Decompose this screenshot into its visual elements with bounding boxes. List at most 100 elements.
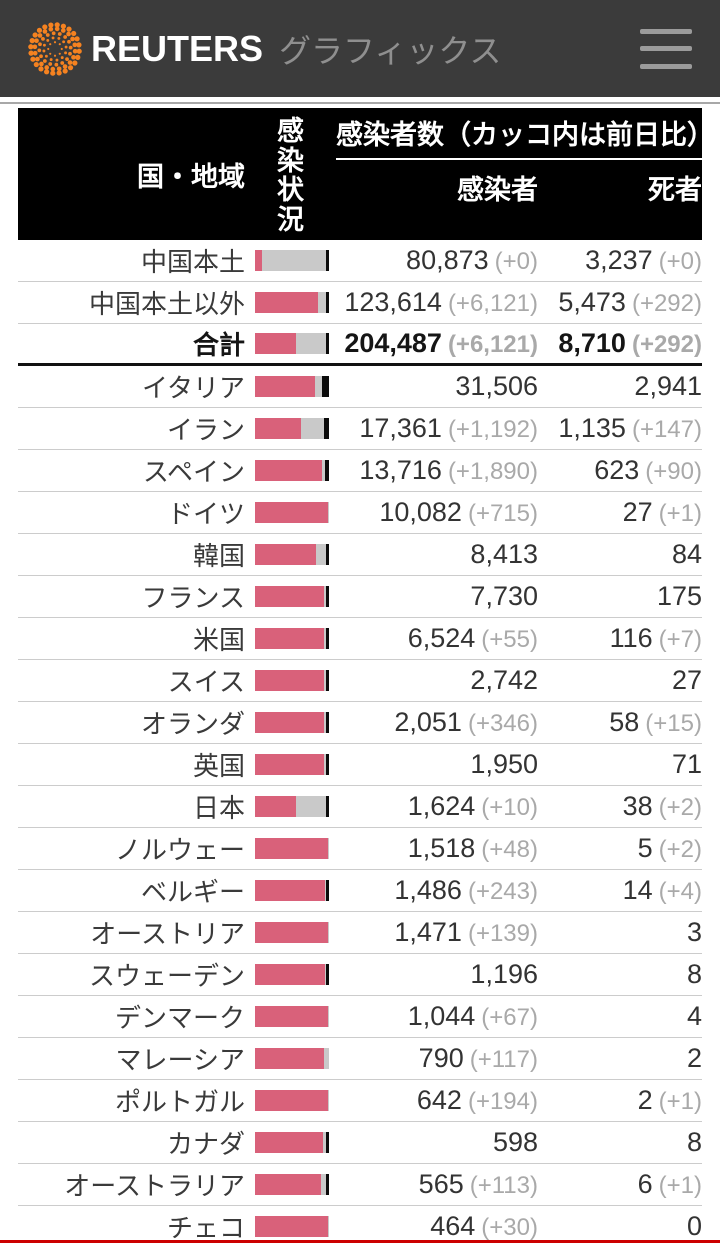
status-bar-active-segment bbox=[255, 796, 296, 817]
infected-cell: 464 (+30) bbox=[329, 1211, 538, 1242]
hamburger-bar bbox=[640, 28, 692, 34]
infected-count: 1,518 bbox=[407, 833, 476, 863]
infected-delta: (+48) bbox=[481, 836, 538, 863]
country-label: スペイン bbox=[142, 457, 245, 487]
table-row: オーストリア 1,471 (+139) 3 bbox=[18, 912, 702, 954]
table-row: ベルギー 1,486 (+243) 14 (+4) bbox=[18, 870, 702, 912]
deaths-delta: (+4) bbox=[658, 878, 702, 905]
status-bar-recovered-segment bbox=[323, 1132, 326, 1153]
deaths-count: 27 bbox=[622, 497, 653, 527]
infected-count: 598 bbox=[492, 1127, 538, 1157]
infected-cell: 1,044 (+67) bbox=[329, 1001, 538, 1032]
status-bar-cell bbox=[245, 292, 329, 313]
infected-count: 123,614 bbox=[344, 287, 442, 317]
status-bar-cell bbox=[245, 460, 329, 481]
deaths-cell: 38 (+2) bbox=[538, 791, 702, 822]
status-bar-active-segment bbox=[255, 1006, 329, 1027]
deaths-count: 116 bbox=[609, 623, 653, 653]
table-row: チェコ 464 (+30) 0 bbox=[18, 1206, 702, 1243]
infected-cell: 204,487 (+6,121) bbox=[329, 328, 538, 359]
hamburger-menu-button[interactable] bbox=[640, 27, 692, 71]
cases-group-rule bbox=[336, 158, 702, 160]
status-bar-cell bbox=[245, 754, 329, 775]
deaths-count: 3 bbox=[686, 917, 702, 947]
status-bar-deaths-segment bbox=[326, 628, 329, 649]
status-bar bbox=[255, 1048, 329, 1069]
status-bar-deaths-segment bbox=[326, 586, 329, 607]
deaths-cell: 8,710 (+292) bbox=[538, 328, 702, 359]
deaths-cell: 5,473 (+292) bbox=[538, 287, 702, 318]
infected-delta: (+139) bbox=[467, 920, 538, 947]
deaths-cell: 2 bbox=[538, 1043, 702, 1074]
infected-count: 642 bbox=[416, 1085, 462, 1115]
status-bar bbox=[255, 502, 329, 523]
country-label: マレーシア bbox=[115, 1045, 245, 1075]
status-bar-recovered-segment bbox=[323, 670, 326, 691]
hamburger-bar bbox=[640, 63, 692, 69]
status-bar bbox=[255, 1090, 329, 1111]
status-bar-cell bbox=[245, 628, 329, 649]
table-row: スペイン 13,716 (+1,890) 623 (+90) bbox=[18, 450, 702, 492]
status-bar bbox=[255, 796, 329, 817]
infected-cell: 598 bbox=[329, 1127, 538, 1158]
table-row: 日本 1,624 (+10) 38 (+2) bbox=[18, 786, 702, 828]
status-bar bbox=[255, 333, 329, 354]
deaths-count: 2 bbox=[686, 1043, 702, 1073]
col-deaths-header: 死者 bbox=[648, 175, 702, 205]
status-bar-deaths-segment bbox=[326, 712, 329, 733]
status-bar-cell bbox=[245, 964, 329, 985]
infected-cell: 642 (+194) bbox=[329, 1085, 538, 1116]
status-bar-deaths-segment bbox=[326, 880, 329, 901]
status-bar-cell bbox=[245, 1216, 329, 1237]
status-bar-active-segment bbox=[255, 880, 325, 901]
deaths-cell: 6 (+1) bbox=[538, 1169, 702, 1200]
cases-group-title: 感染者数（カッコ内は前日比） bbox=[336, 120, 714, 150]
deaths-cell: 623 (+90) bbox=[538, 455, 702, 486]
deaths-count: 2,941 bbox=[634, 371, 702, 401]
country-label: 米国 bbox=[192, 625, 245, 655]
status-bar bbox=[255, 880, 329, 901]
deaths-count: 14 bbox=[622, 875, 653, 905]
infected-count: 204,487 bbox=[344, 328, 442, 358]
infected-delta: (+113) bbox=[469, 1172, 538, 1199]
status-bar-cell bbox=[245, 502, 329, 523]
status-bar bbox=[255, 712, 329, 733]
status-bar-recovered-segment bbox=[323, 586, 326, 607]
infected-delta: (+67) bbox=[481, 1004, 538, 1031]
table-row: ポルトガル 642 (+194) 2 (+1) bbox=[18, 1080, 702, 1122]
brand-wordmark[interactable]: REUTERS bbox=[91, 27, 264, 69]
deaths-cell: 5 (+2) bbox=[538, 833, 702, 864]
status-bar-deaths-segment bbox=[326, 964, 329, 985]
status-bar-recovered-segment bbox=[295, 333, 326, 354]
deaths-delta: (+2) bbox=[658, 794, 702, 821]
table-row: 中国本土以外 123,614 (+6,121) 5,473 (+292) bbox=[18, 282, 702, 324]
status-bar-recovered-segment bbox=[327, 502, 329, 523]
status-bar bbox=[255, 964, 329, 985]
status-bar-cell bbox=[245, 922, 329, 943]
deaths-count: 58 bbox=[609, 707, 640, 737]
deaths-cell: 116 (+7) bbox=[538, 623, 702, 654]
deaths-cell: 84 bbox=[538, 539, 702, 570]
infected-count: 1,486 bbox=[394, 875, 462, 905]
table-row: スイス 2,742 27 bbox=[18, 660, 702, 702]
deaths-cell: 27 (+1) bbox=[538, 497, 702, 528]
deaths-cell: 58 (+15) bbox=[538, 707, 702, 738]
infected-delta: (+10) bbox=[481, 794, 538, 821]
status-bar-deaths-segment bbox=[326, 544, 329, 565]
infected-delta: (+715) bbox=[467, 500, 538, 527]
reuters-orb-logo-icon[interactable] bbox=[28, 21, 82, 76]
infected-cell: 1,471 (+139) bbox=[329, 917, 538, 948]
deaths-delta: (+1) bbox=[658, 500, 702, 527]
status-bar-active-segment bbox=[255, 838, 329, 859]
infected-delta: (+0) bbox=[494, 248, 538, 275]
table-row: ノルウェー 1,518 (+48) 5 (+2) bbox=[18, 828, 702, 870]
status-bar-cell bbox=[245, 796, 329, 817]
deaths-delta: (+0) bbox=[658, 248, 702, 275]
status-bar-active-segment bbox=[255, 544, 316, 565]
infected-count: 1,624 bbox=[407, 791, 476, 821]
deaths-count: 8 bbox=[686, 1127, 702, 1157]
status-bar-recovered-segment bbox=[323, 1048, 329, 1069]
country-label: 韓国 bbox=[192, 541, 245, 571]
status-bar-recovered-segment bbox=[262, 250, 326, 271]
infected-count: 1,950 bbox=[470, 749, 538, 779]
